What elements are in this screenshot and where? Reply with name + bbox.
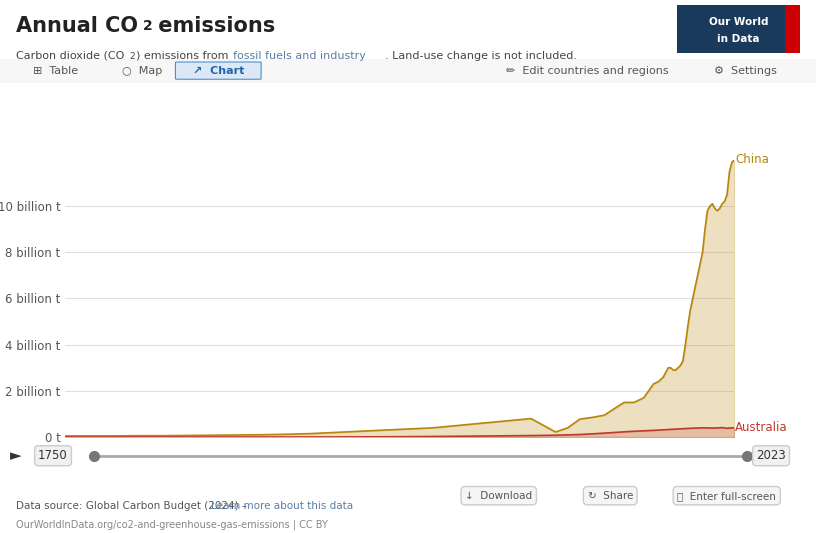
Text: ⊞  Table: ⊞ Table <box>33 66 78 76</box>
Text: ↓  Download: ↓ Download <box>465 491 532 500</box>
Text: OurWorldInData.org/co2-and-greenhouse-gas-emissions | CC BY: OurWorldInData.org/co2-and-greenhouse-ga… <box>16 520 328 530</box>
Text: . Land-use change is not included.: . Land-use change is not included. <box>385 51 577 61</box>
Bar <box>785 5 800 53</box>
Text: 2: 2 <box>143 19 153 33</box>
Text: Annual CO: Annual CO <box>16 16 139 36</box>
Text: ⚙  Settings: ⚙ Settings <box>714 66 777 76</box>
Text: Data source: Global Carbon Budget (2024) –: Data source: Global Carbon Budget (2024)… <box>16 501 251 511</box>
Text: ⛶  Enter full-screen: ⛶ Enter full-screen <box>677 491 776 500</box>
Text: in Data: in Data <box>717 34 760 44</box>
Text: 1750: 1750 <box>38 449 68 462</box>
Text: emissions: emissions <box>151 16 275 36</box>
Text: 2: 2 <box>129 52 135 61</box>
Text: ✏  Edit countries and regions: ✏ Edit countries and regions <box>506 66 668 76</box>
Text: ○  Map: ○ Map <box>122 66 162 76</box>
Text: Australia: Australia <box>735 421 787 434</box>
Text: China: China <box>735 154 769 166</box>
Text: Learn more about this data: Learn more about this data <box>211 501 353 511</box>
Text: ►: ► <box>11 448 22 463</box>
Text: 2023: 2023 <box>756 449 786 462</box>
Text: ↻  Share: ↻ Share <box>588 491 633 500</box>
FancyBboxPatch shape <box>175 62 261 79</box>
Text: Carbon dioxide (CO: Carbon dioxide (CO <box>16 51 125 61</box>
Text: ↗  Chart: ↗ Chart <box>193 66 244 76</box>
Text: ) emissions from: ) emissions from <box>136 51 233 61</box>
Text: fossil fuels and industry: fossil fuels and industry <box>233 51 366 61</box>
Text: Our World: Our World <box>709 17 768 27</box>
